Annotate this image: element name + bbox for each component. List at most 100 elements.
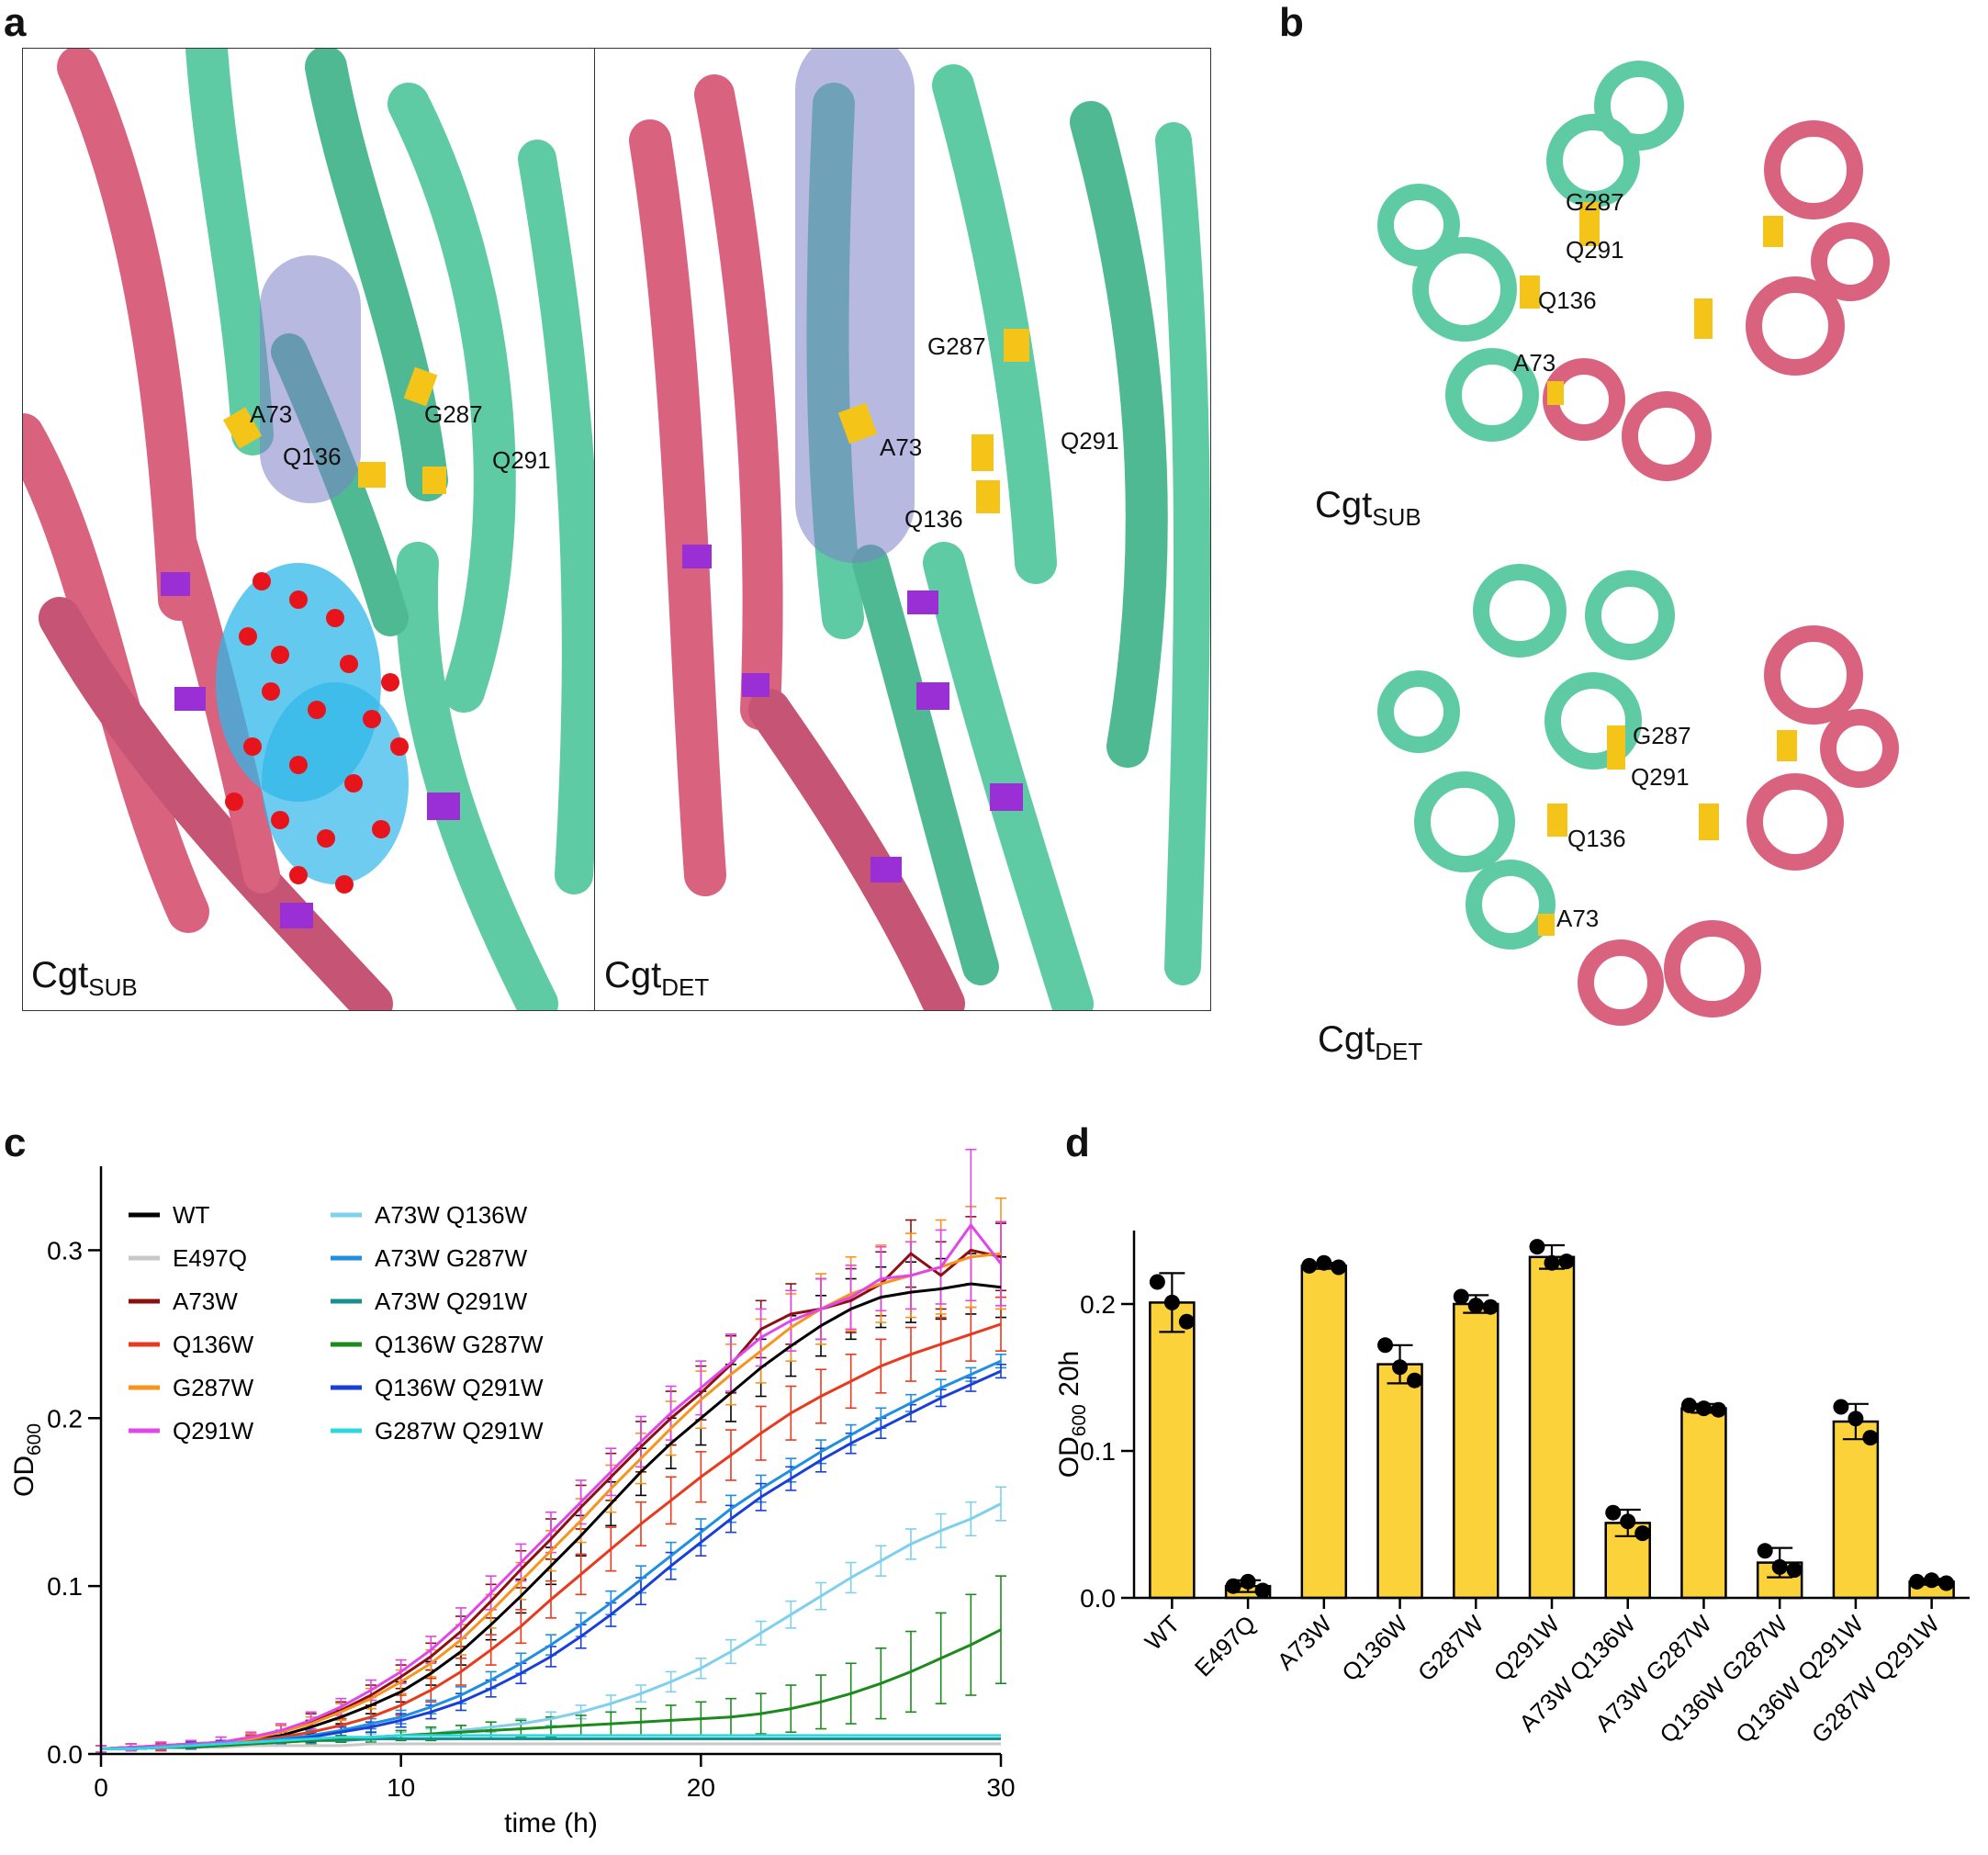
replicate-point bbox=[1392, 1359, 1409, 1376]
error-bars bbox=[95, 1148, 1006, 1753]
series-line-g287w bbox=[100, 1252, 1002, 1750]
pink-helix bbox=[694, 74, 783, 730]
panel-label-a: a bbox=[4, 0, 27, 45]
legend-label: Q136W G287W bbox=[375, 1331, 544, 1358]
panel-label-d: d bbox=[1065, 1120, 1090, 1165]
teal-helix bbox=[387, 83, 516, 713]
b-top-label-q136: Q136 bbox=[1538, 287, 1597, 314]
panel-label-b: b bbox=[1279, 0, 1304, 45]
replicate-point bbox=[1178, 1313, 1195, 1330]
x-tick-label: G287W bbox=[1412, 1610, 1489, 1687]
replicate-point bbox=[1634, 1525, 1651, 1542]
series-line-q136w bbox=[101, 1322, 1002, 1750]
y-tick-label: 0.0 bbox=[1080, 1584, 1116, 1613]
replicate-point bbox=[1482, 1298, 1499, 1315]
series-line-q291w bbox=[100, 1222, 1003, 1750]
series-lines bbox=[100, 1222, 1003, 1750]
b-bottom-label-g287: G287 bbox=[1633, 722, 1691, 749]
y-axis-label: OD600 bbox=[9, 1423, 45, 1497]
replicate-point bbox=[1757, 1543, 1773, 1559]
replicate-point bbox=[1786, 1562, 1803, 1579]
residue-label-g287-det: G287 bbox=[927, 332, 986, 360]
replicate-point bbox=[1924, 1572, 1940, 1589]
od-bar-chart: 0.00.10.2 WT E497Q A73W Q136W G287W Q291WA73W… bbox=[1054, 1231, 1970, 1748]
caption-cgt-sub-a: CgtSUB bbox=[31, 955, 138, 1001]
replicate-points bbox=[1149, 1239, 1955, 1599]
replicate-point bbox=[1254, 1582, 1271, 1599]
x-tick-label: A73W bbox=[1272, 1610, 1338, 1676]
x-axis-label: time (h) bbox=[504, 1808, 598, 1838]
bar-q136w bbox=[1376, 1363, 1423, 1600]
replicate-point bbox=[1453, 1288, 1469, 1305]
replicate-point bbox=[1848, 1411, 1864, 1427]
top-view-structures bbox=[1377, 61, 1899, 1026]
b-top-label-a73: A73 bbox=[1513, 349, 1556, 377]
x-tick-label: 0 bbox=[94, 1773, 108, 1802]
residue-label-a73: A73 bbox=[250, 400, 293, 428]
teal-helix bbox=[395, 542, 558, 1010]
legend: WT E497Q A73W Q136W G287W Q291W A73W Q136W A73W… bbox=[129, 1201, 544, 1445]
x-ticks: 0 10 20 30 bbox=[94, 1754, 1016, 1802]
y-tick-label: 0.1 bbox=[1080, 1437, 1116, 1466]
highlight-segments bbox=[161, 572, 460, 928]
pink-helix bbox=[57, 49, 200, 621]
replicate-point bbox=[1680, 1397, 1697, 1413]
y-tick-label: 0.2 bbox=[47, 1404, 83, 1433]
tunnel-region bbox=[260, 255, 361, 503]
b-bottom-label-q136: Q136 bbox=[1567, 825, 1626, 852]
y-tick-label: 0.0 bbox=[47, 1740, 83, 1769]
yellow-residues bbox=[222, 366, 446, 494]
legend-label: E497Q bbox=[173, 1244, 247, 1272]
teal-helix bbox=[518, 140, 595, 894]
residue-label-a73-det: A73 bbox=[880, 433, 923, 461]
legend-label: G287W bbox=[173, 1374, 254, 1401]
pink-helix bbox=[39, 597, 393, 1010]
residue-label-q136: Q136 bbox=[283, 443, 342, 470]
legend-label: G287W Q291W bbox=[375, 1417, 544, 1445]
replicate-point bbox=[1695, 1400, 1712, 1417]
y-tick-label: 0.3 bbox=[47, 1236, 83, 1265]
bars bbox=[1149, 1255, 1955, 1600]
highlight-segments bbox=[682, 545, 1023, 883]
x-tick-label: Q136W bbox=[1336, 1610, 1413, 1687]
replicate-point bbox=[1377, 1337, 1394, 1354]
y-axis-label: OD600 20h bbox=[1054, 1351, 1090, 1478]
replicate-point bbox=[1407, 1372, 1423, 1388]
teal-helix bbox=[305, 49, 448, 501]
structure-panel-det bbox=[594, 48, 1211, 1011]
top-view-sub bbox=[1377, 61, 1890, 481]
pink-helix bbox=[748, 689, 965, 1010]
replicate-point bbox=[1331, 1259, 1347, 1276]
x-tick-label: 10 bbox=[387, 1773, 415, 1802]
panel-label-c: c bbox=[4, 1120, 27, 1165]
teal-helix bbox=[185, 49, 274, 455]
replicate-point bbox=[1558, 1254, 1575, 1270]
bar-wt bbox=[1149, 1301, 1196, 1600]
bar-q291w bbox=[1528, 1255, 1576, 1600]
tunnel-region bbox=[795, 49, 915, 563]
teal-helix bbox=[1155, 122, 1210, 985]
y-ticks: 0.0 0.1 0.2 bbox=[1080, 1290, 1134, 1613]
b-top-label-q291: Q291 bbox=[1566, 236, 1624, 264]
replicate-point bbox=[1316, 1254, 1332, 1271]
residue-label-q136-det: Q136 bbox=[904, 505, 963, 533]
yellow-residues bbox=[837, 329, 1029, 513]
ligand-molecule bbox=[216, 563, 409, 894]
pink-helix bbox=[629, 119, 726, 896]
x-tick-label: E497Q bbox=[1189, 1610, 1261, 1681]
bar-a73w bbox=[1300, 1265, 1348, 1600]
b-top-label-g287: G287 bbox=[1566, 188, 1624, 216]
b-bottom-label-a73: A73 bbox=[1556, 905, 1600, 932]
legend-label: A73W Q291W bbox=[375, 1287, 528, 1315]
bar-g287w bbox=[1453, 1302, 1499, 1600]
series-line-q136w-g287w bbox=[101, 1628, 1002, 1750]
teal-helix bbox=[852, 545, 999, 985]
x-tick-label: Q136W Q291W bbox=[1730, 1610, 1869, 1748]
residue-label-q291: Q291 bbox=[492, 446, 551, 474]
x-tick-label: WT bbox=[1140, 1610, 1185, 1656]
growth-curve-chart: 0.0 0.1 0.2 0.3 0 10 20 30 time (h) OD600 WT E4… bbox=[9, 1148, 1016, 1838]
legend-label: A73W Q136W bbox=[375, 1201, 528, 1229]
replicate-point bbox=[1909, 1573, 1926, 1590]
x-tick-label: Q136W G287W bbox=[1654, 1610, 1792, 1748]
